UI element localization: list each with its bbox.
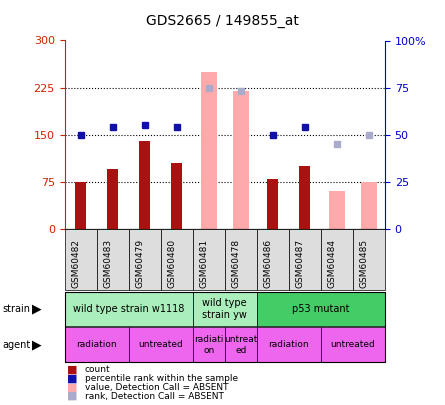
Text: GSM60481: GSM60481 <box>200 239 209 288</box>
Text: wild type
strain yw: wild type strain yw <box>202 298 247 320</box>
Text: GSM60486: GSM60486 <box>264 239 273 288</box>
Bar <box>75 182 86 229</box>
Bar <box>107 169 118 229</box>
Text: GSM60484: GSM60484 <box>328 239 337 288</box>
Bar <box>171 163 182 229</box>
Text: GSM60485: GSM60485 <box>360 239 369 288</box>
Bar <box>299 166 311 229</box>
Bar <box>329 191 345 229</box>
Text: ■: ■ <box>67 364 77 374</box>
Text: rank, Detection Call = ABSENT: rank, Detection Call = ABSENT <box>85 392 223 401</box>
Text: ▶: ▶ <box>32 302 42 315</box>
Text: GSM60478: GSM60478 <box>232 239 241 288</box>
Text: untreat
ed: untreat ed <box>224 335 257 354</box>
Text: ▶: ▶ <box>32 338 42 352</box>
Text: GSM60479: GSM60479 <box>136 239 145 288</box>
Text: ■: ■ <box>67 373 77 383</box>
Bar <box>201 72 217 229</box>
Text: untreated: untreated <box>138 340 183 350</box>
Bar <box>139 141 150 229</box>
Text: radiation: radiation <box>268 340 309 350</box>
Text: GSM60483: GSM60483 <box>104 239 113 288</box>
Text: GSM60487: GSM60487 <box>296 239 305 288</box>
Text: percentile rank within the sample: percentile rank within the sample <box>85 374 238 383</box>
Text: p53 mutant: p53 mutant <box>292 304 350 314</box>
Text: radiati
on: radiati on <box>194 335 223 354</box>
Text: GDS2665 / 149855_at: GDS2665 / 149855_at <box>146 14 299 28</box>
Text: GSM60480: GSM60480 <box>168 239 177 288</box>
Bar <box>233 91 249 229</box>
Bar <box>267 179 279 229</box>
Text: GSM60482: GSM60482 <box>72 239 81 288</box>
Text: agent: agent <box>2 340 30 350</box>
Text: strain: strain <box>2 304 30 314</box>
Text: radiation: radiation <box>76 340 117 350</box>
Text: ■: ■ <box>67 391 77 401</box>
Text: count: count <box>85 365 110 374</box>
Bar <box>361 182 377 229</box>
Text: value, Detection Call = ABSENT: value, Detection Call = ABSENT <box>85 383 228 392</box>
Text: ■: ■ <box>67 382 77 392</box>
Text: wild type strain w1118: wild type strain w1118 <box>73 304 184 314</box>
Text: untreated: untreated <box>331 340 375 350</box>
